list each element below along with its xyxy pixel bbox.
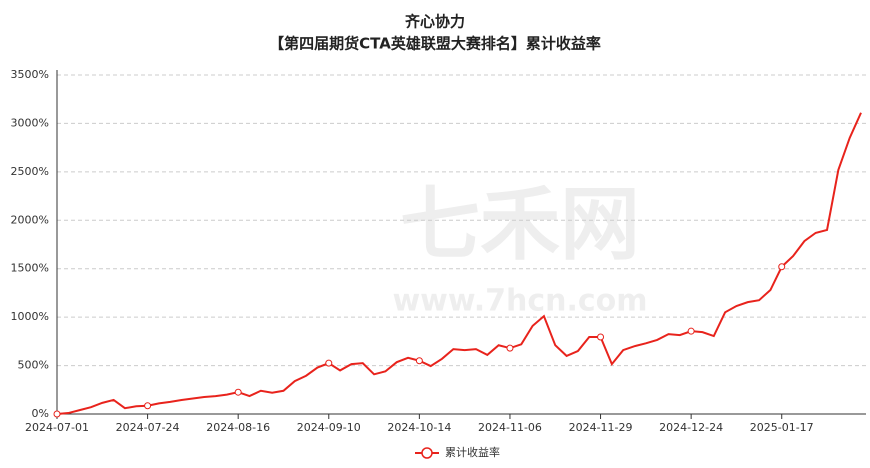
y-tick-label: 500% bbox=[18, 359, 49, 372]
x-tick-label: 2024-09-10 bbox=[297, 421, 361, 434]
y-tick-label: 1000% bbox=[11, 310, 49, 323]
y-tick-label: 2500% bbox=[11, 165, 49, 178]
point bbox=[778, 263, 786, 271]
legend-label: 累计收益率 bbox=[445, 445, 500, 459]
point bbox=[597, 333, 605, 341]
y-tick-label: 2000% bbox=[11, 213, 49, 226]
x-tick-label: 2024-11-06 bbox=[478, 421, 542, 434]
y-tick-label: 0% bbox=[32, 407, 49, 420]
x-tick-label: 2024-10-14 bbox=[387, 421, 451, 434]
point bbox=[415, 357, 423, 365]
x-tick-label: 2024-08-16 bbox=[206, 421, 270, 434]
point bbox=[506, 344, 514, 352]
watermark: www.7hcn.com bbox=[392, 284, 647, 319]
chart-subtitle: 【第四届期货CTA英雄联盟大赛排名】累计收益率 bbox=[269, 35, 601, 53]
line bbox=[56, 112, 862, 415]
chart-title: 齐心协力 bbox=[405, 13, 465, 31]
x-tick-label: 2024-11-29 bbox=[569, 421, 633, 434]
point bbox=[234, 388, 242, 396]
x-tick-label: 2025-01-17 bbox=[750, 421, 814, 434]
x-tick-label: 2024-12-24 bbox=[659, 421, 723, 434]
x-tick-label: 2024-07-24 bbox=[116, 421, 180, 434]
point bbox=[687, 327, 695, 335]
point bbox=[53, 410, 61, 418]
watermark: 七禾网 bbox=[400, 178, 640, 271]
x-tick-label: 2024-07-01 bbox=[25, 421, 89, 434]
y-tick-label: 3000% bbox=[11, 116, 49, 129]
point bbox=[144, 402, 152, 410]
legend-symbol bbox=[421, 447, 433, 459]
point bbox=[325, 359, 333, 367]
y-tick-label: 3500% bbox=[11, 68, 49, 81]
y-tick-label: 1500% bbox=[11, 262, 49, 275]
